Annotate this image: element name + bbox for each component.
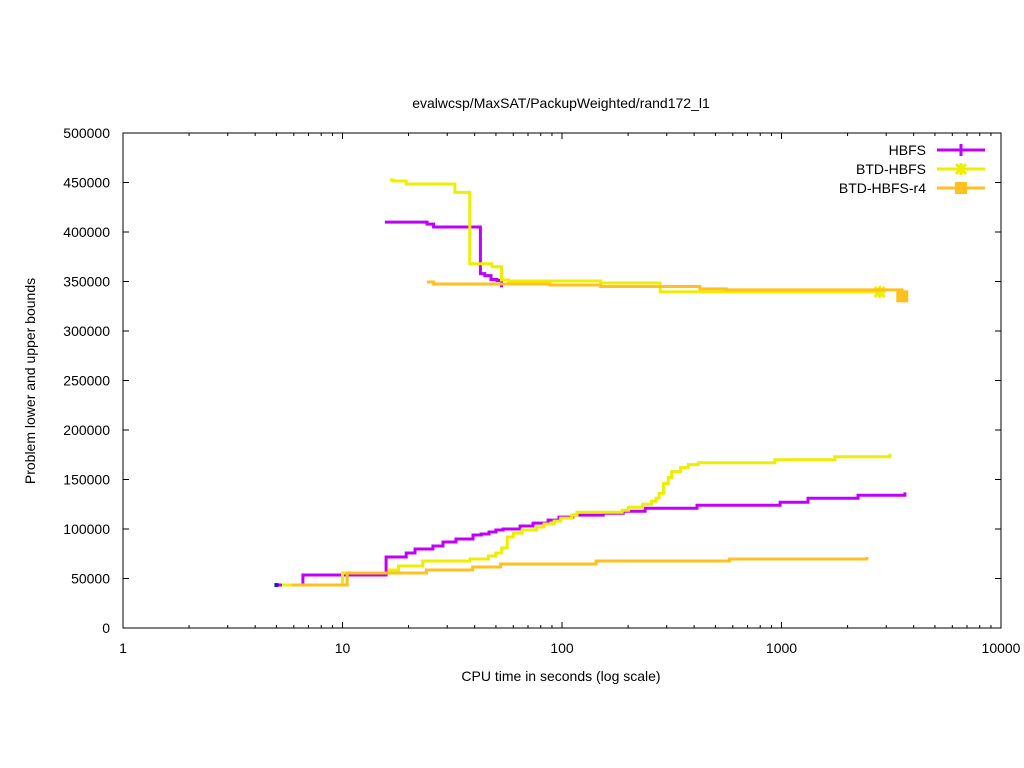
y-tick-label: 300000 — [63, 323, 110, 339]
series-btd-hbfs-r4 — [292, 280, 909, 587]
y-tick-label: 350000 — [63, 274, 110, 290]
end-marker-btd-hbfs — [873, 285, 886, 298]
star-icon — [873, 285, 886, 298]
legend-marker — [954, 162, 968, 176]
legend-item: BTD-HBFS-r4 — [839, 180, 985, 196]
y-tick-label: 250000 — [63, 373, 110, 389]
plus-icon — [955, 144, 967, 156]
plot-frame — [122, 132, 1002, 629]
chart-title: evalwcsp/MaxSAT/PackupWeighted/rand172_l… — [412, 95, 710, 111]
upper-bound-line-btd-hbfs-r4 — [427, 280, 904, 292]
x-tick-label: 1 — [119, 640, 127, 656]
y-axis-label: Problem lower and upper bounds — [22, 278, 38, 484]
y-tick-label: 150000 — [63, 472, 110, 488]
square-icon — [896, 290, 909, 303]
upper-bound-line-btd-hbfs — [389, 178, 880, 294]
x-tick-label: 10 — [335, 640, 351, 656]
y-tick-label: 400000 — [63, 224, 110, 240]
lower-bound-line-hbfs — [276, 492, 907, 587]
series-btd-hbfs — [281, 178, 892, 587]
y-tick-label: 200000 — [63, 422, 110, 438]
x-tick-label: 100 — [550, 640, 574, 656]
plot-series — [274, 178, 909, 588]
legend: HBFS BTD-HBFS BTD-HBFS-r4 — [839, 142, 985, 196]
series-hbfs — [276, 220, 907, 587]
y-tick-label: 500000 — [63, 125, 110, 141]
legend-marker — [955, 182, 967, 194]
legend-marker — [955, 144, 967, 156]
legend-item: BTD-HBFS — [856, 161, 985, 177]
upper-bound-line-hbfs — [384, 220, 503, 288]
y-tick-label: 450000 — [63, 175, 110, 191]
star-icon — [954, 162, 968, 176]
legend-label: BTD-HBFS-r4 — [839, 180, 926, 196]
y-tick-label: 50000 — [71, 571, 110, 587]
y-tick-label: 100000 — [63, 521, 110, 537]
x-tick-label: 10000 — [982, 640, 1021, 656]
x-tick-label: 1000 — [766, 640, 797, 656]
x-axis-label: CPU time in seconds (log scale) — [461, 668, 660, 684]
legend-item: HBFS — [889, 142, 985, 158]
square-icon — [955, 182, 967, 194]
lower-bound-line-btd-hbfs-r4 — [292, 557, 869, 587]
y-tick-label: 0 — [102, 620, 110, 636]
start-point — [274, 583, 279, 588]
end-marker-btd-hbfs-r4 — [896, 290, 909, 303]
legend-label: BTD-HBFS — [856, 161, 926, 177]
axis-ticks: 1 10 100 1000 100000500001000001500002000002… — [63, 125, 1020, 656]
legend-label: HBFS — [889, 142, 926, 158]
